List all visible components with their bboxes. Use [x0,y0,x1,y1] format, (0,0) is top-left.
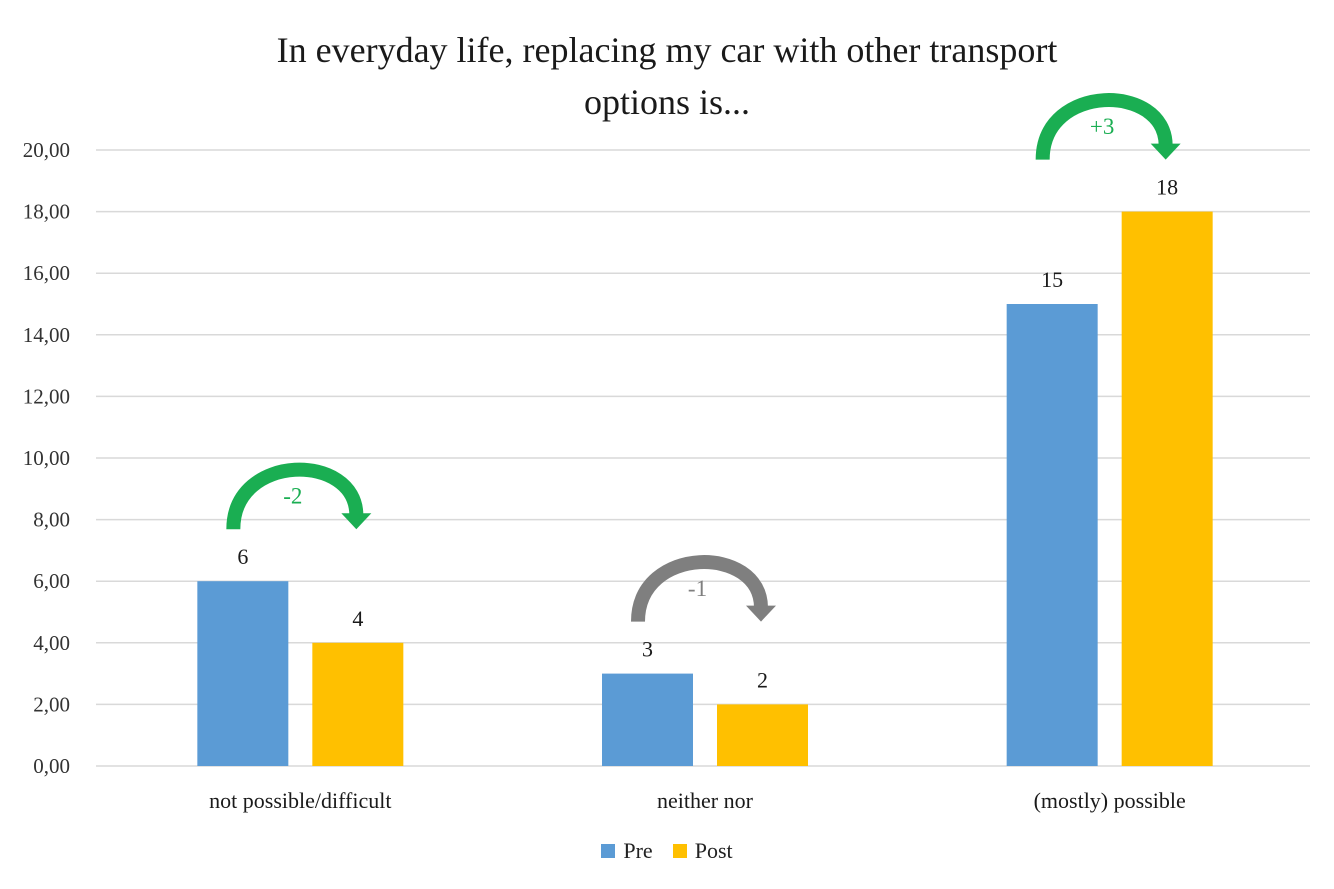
bar [602,673,693,766]
change-arrow-head [1150,143,1181,160]
y-tick-label: 18,00 [23,200,70,224]
data-label: 3 [642,637,653,662]
change-arrow-head [341,513,372,530]
change-arrow [1035,93,1173,161]
change-arrow [631,555,768,623]
data-label: 6 [237,544,248,569]
change-arrow-head [746,605,776,622]
x-tick-label: not possible/difficult [209,788,391,813]
bar [1006,304,1098,766]
legend-item-pre: Pre [601,838,653,864]
chart-title: In everyday life, replacing my car with … [0,24,1334,128]
chart-title-line-1: In everyday life, replacing my car with … [276,30,1058,70]
legend-swatch-post [672,844,687,858]
x-tick-label: neither nor [657,788,754,813]
y-tick-label: 4,00 [33,631,70,655]
data-label: 2 [757,667,768,692]
legend: Pre Post [0,838,1334,864]
y-tick-label: 6,00 [33,569,70,593]
y-tick-label: 0,00 [33,754,70,778]
legend-item-post: Post [672,838,733,864]
legend-swatch-pre [601,844,616,858]
y-tick-label: 8,00 [33,508,70,532]
legend-label-pre: Pre [623,838,653,863]
change-arrow [226,462,364,530]
bar [312,642,404,766]
change-label: -2 [283,483,302,508]
change-label: -1 [688,576,707,601]
data-label: 18 [1156,175,1178,200]
y-tick-label: 10,00 [23,446,70,470]
y-tick-label: 20,00 [23,138,70,162]
y-tick-label: 16,00 [23,261,70,285]
data-label: 4 [352,606,363,631]
change-label: +3 [1090,114,1114,139]
y-tick-label: 2,00 [33,692,70,716]
y-tick-label: 12,00 [23,384,70,408]
bar [1121,211,1213,767]
bar [197,581,289,766]
y-tick-label: 14,00 [23,323,70,347]
x-tick-label: (mostly) possible [1034,788,1186,813]
bar [717,704,808,766]
data-label: 15 [1041,267,1063,292]
chart-title-line-2: options is... [583,82,751,122]
legend-label-post: Post [694,838,733,863]
